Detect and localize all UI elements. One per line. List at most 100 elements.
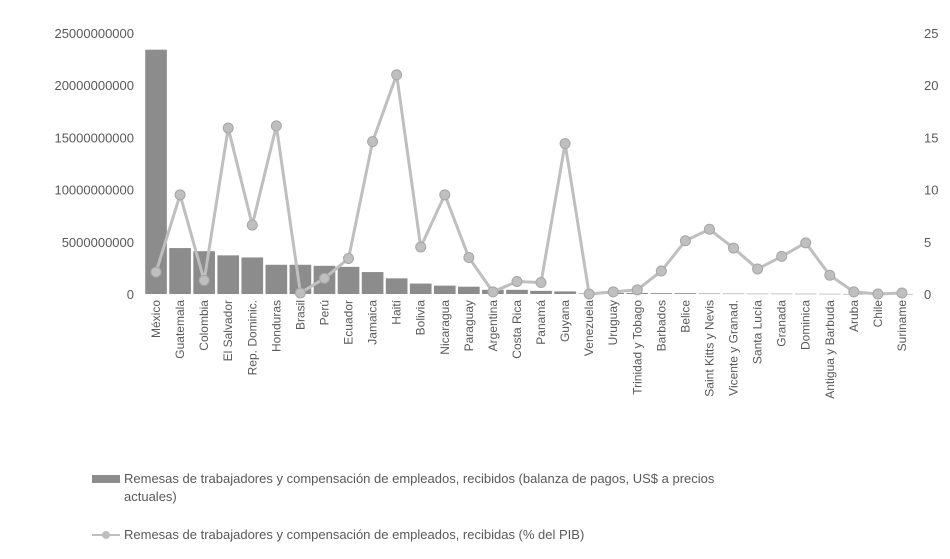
line-point	[776, 250, 788, 262]
line-point	[535, 277, 547, 289]
bar	[746, 293, 769, 295]
bar	[554, 291, 576, 294]
line-series	[150, 69, 908, 300]
line-point	[848, 286, 860, 298]
x-tick-label: Argentina	[486, 300, 500, 352]
x-tick-label: Vicente y Granad.	[727, 300, 741, 396]
bar	[698, 293, 721, 294]
bar-series	[145, 49, 913, 295]
line-point	[174, 189, 186, 201]
line-point	[800, 237, 812, 249]
line-point	[607, 286, 619, 298]
line-point	[439, 189, 451, 201]
legend-line-entry: Remesas de trabajadores y compensación d…	[92, 526, 912, 546]
line-point	[631, 284, 643, 296]
bar	[458, 286, 480, 294]
x-tick-label: Barbados	[654, 300, 668, 351]
x-tick-label: Honduras	[269, 300, 283, 352]
x-tick-label: Dominica	[799, 300, 813, 350]
bar	[770, 293, 793, 295]
left-y-axis: 25000000000 20000000000 15000000000 1000000…	[54, 26, 134, 302]
x-tick-label: Aruba	[847, 300, 861, 332]
bar	[241, 257, 264, 294]
x-tick-label: Brasil	[293, 300, 307, 330]
line-point	[415, 241, 427, 253]
x-tick-label: Chile	[871, 300, 885, 328]
bar	[289, 264, 312, 294]
x-tick-label: Rep. Dominic.	[245, 300, 259, 375]
x-tick-label: Santa Lucía	[751, 300, 765, 364]
bar	[337, 266, 360, 294]
line-point	[343, 253, 355, 265]
bar	[818, 293, 841, 295]
x-tick-label: Panamá	[534, 300, 548, 345]
line-point	[703, 223, 715, 235]
line-point	[246, 219, 258, 231]
line-point	[487, 286, 499, 298]
right-tick-label: 5	[924, 235, 931, 250]
x-tick-label: Colombia	[197, 300, 211, 351]
x-tick-label: Venezuela	[582, 300, 596, 356]
line-point	[872, 288, 884, 300]
line-point	[511, 275, 523, 287]
left-tick-label: 0	[127, 287, 134, 302]
x-tick-label: Paraguay	[462, 300, 476, 351]
line-point	[728, 242, 740, 254]
legend-line-marker	[102, 531, 110, 539]
x-tick-label: Haití	[390, 299, 404, 324]
bar	[722, 293, 745, 295]
x-tick-label: Trinidad y Tobago	[630, 300, 644, 395]
legend-bar-swatch	[92, 475, 120, 483]
x-tick-label: Costa Rica	[510, 300, 524, 359]
line-point	[318, 272, 330, 284]
x-tick-label: Granada	[775, 300, 789, 347]
left-tick-label: 20000000000	[54, 78, 134, 93]
line-point	[294, 287, 306, 299]
line-point	[367, 136, 379, 148]
x-tick-label: El Salvador	[221, 300, 235, 361]
bar	[169, 248, 191, 294]
right-y-axis: 25 20 15 10 5 0	[924, 26, 938, 302]
legend-bar-label-line2: actuales)	[124, 489, 177, 504]
left-tick-label: 15000000000	[54, 130, 134, 145]
bar	[674, 293, 697, 294]
bar	[409, 283, 432, 294]
line-point	[679, 235, 691, 247]
bar	[530, 290, 552, 294]
line-point	[752, 263, 764, 275]
x-tick-label: Guatemala	[173, 300, 187, 359]
right-tick-label: 25	[924, 26, 938, 41]
x-tick-label: Suriname	[895, 300, 909, 352]
x-tick-label: Antigua y Barbuda	[823, 300, 837, 399]
line-point	[896, 287, 908, 299]
left-tick-label: 5000000000	[62, 235, 134, 250]
line-point	[463, 251, 475, 263]
x-tick-label: Nicaragua	[438, 300, 452, 355]
right-tick-label: 0	[924, 287, 931, 302]
x-tick-label: Perú	[317, 300, 331, 325]
line-point	[559, 138, 571, 150]
line-point	[270, 120, 282, 132]
x-tick-label: Uruguay	[606, 300, 620, 345]
bar	[361, 272, 384, 294]
x-tick-label: Belice	[678, 300, 692, 333]
line-point	[198, 274, 210, 286]
bar	[217, 255, 240, 294]
line-point	[222, 122, 234, 134]
bar	[265, 264, 288, 294]
x-axis-labels: México Guatemala Colombia El Salvador Rep. D…	[149, 299, 909, 398]
line-point	[824, 269, 836, 281]
line-point	[391, 69, 403, 81]
legend-bar-label-line1: Remesas de trabajadores y compensación d…	[124, 471, 715, 486]
bar	[145, 49, 167, 295]
left-tick-label: 10000000000	[54, 183, 134, 198]
left-tick-label: 25000000000	[54, 26, 134, 41]
x-tick-label: Saint Kitts y Nevis	[702, 300, 716, 397]
bar	[650, 293, 673, 294]
x-tick-label: Jamaica	[366, 300, 380, 345]
bar	[433, 285, 456, 294]
x-tick-label: México	[149, 300, 163, 338]
legend-bar-entry: Remesas de trabajadores y compensación d…	[92, 470, 912, 510]
x-tick-label: Ecuador	[342, 300, 356, 345]
